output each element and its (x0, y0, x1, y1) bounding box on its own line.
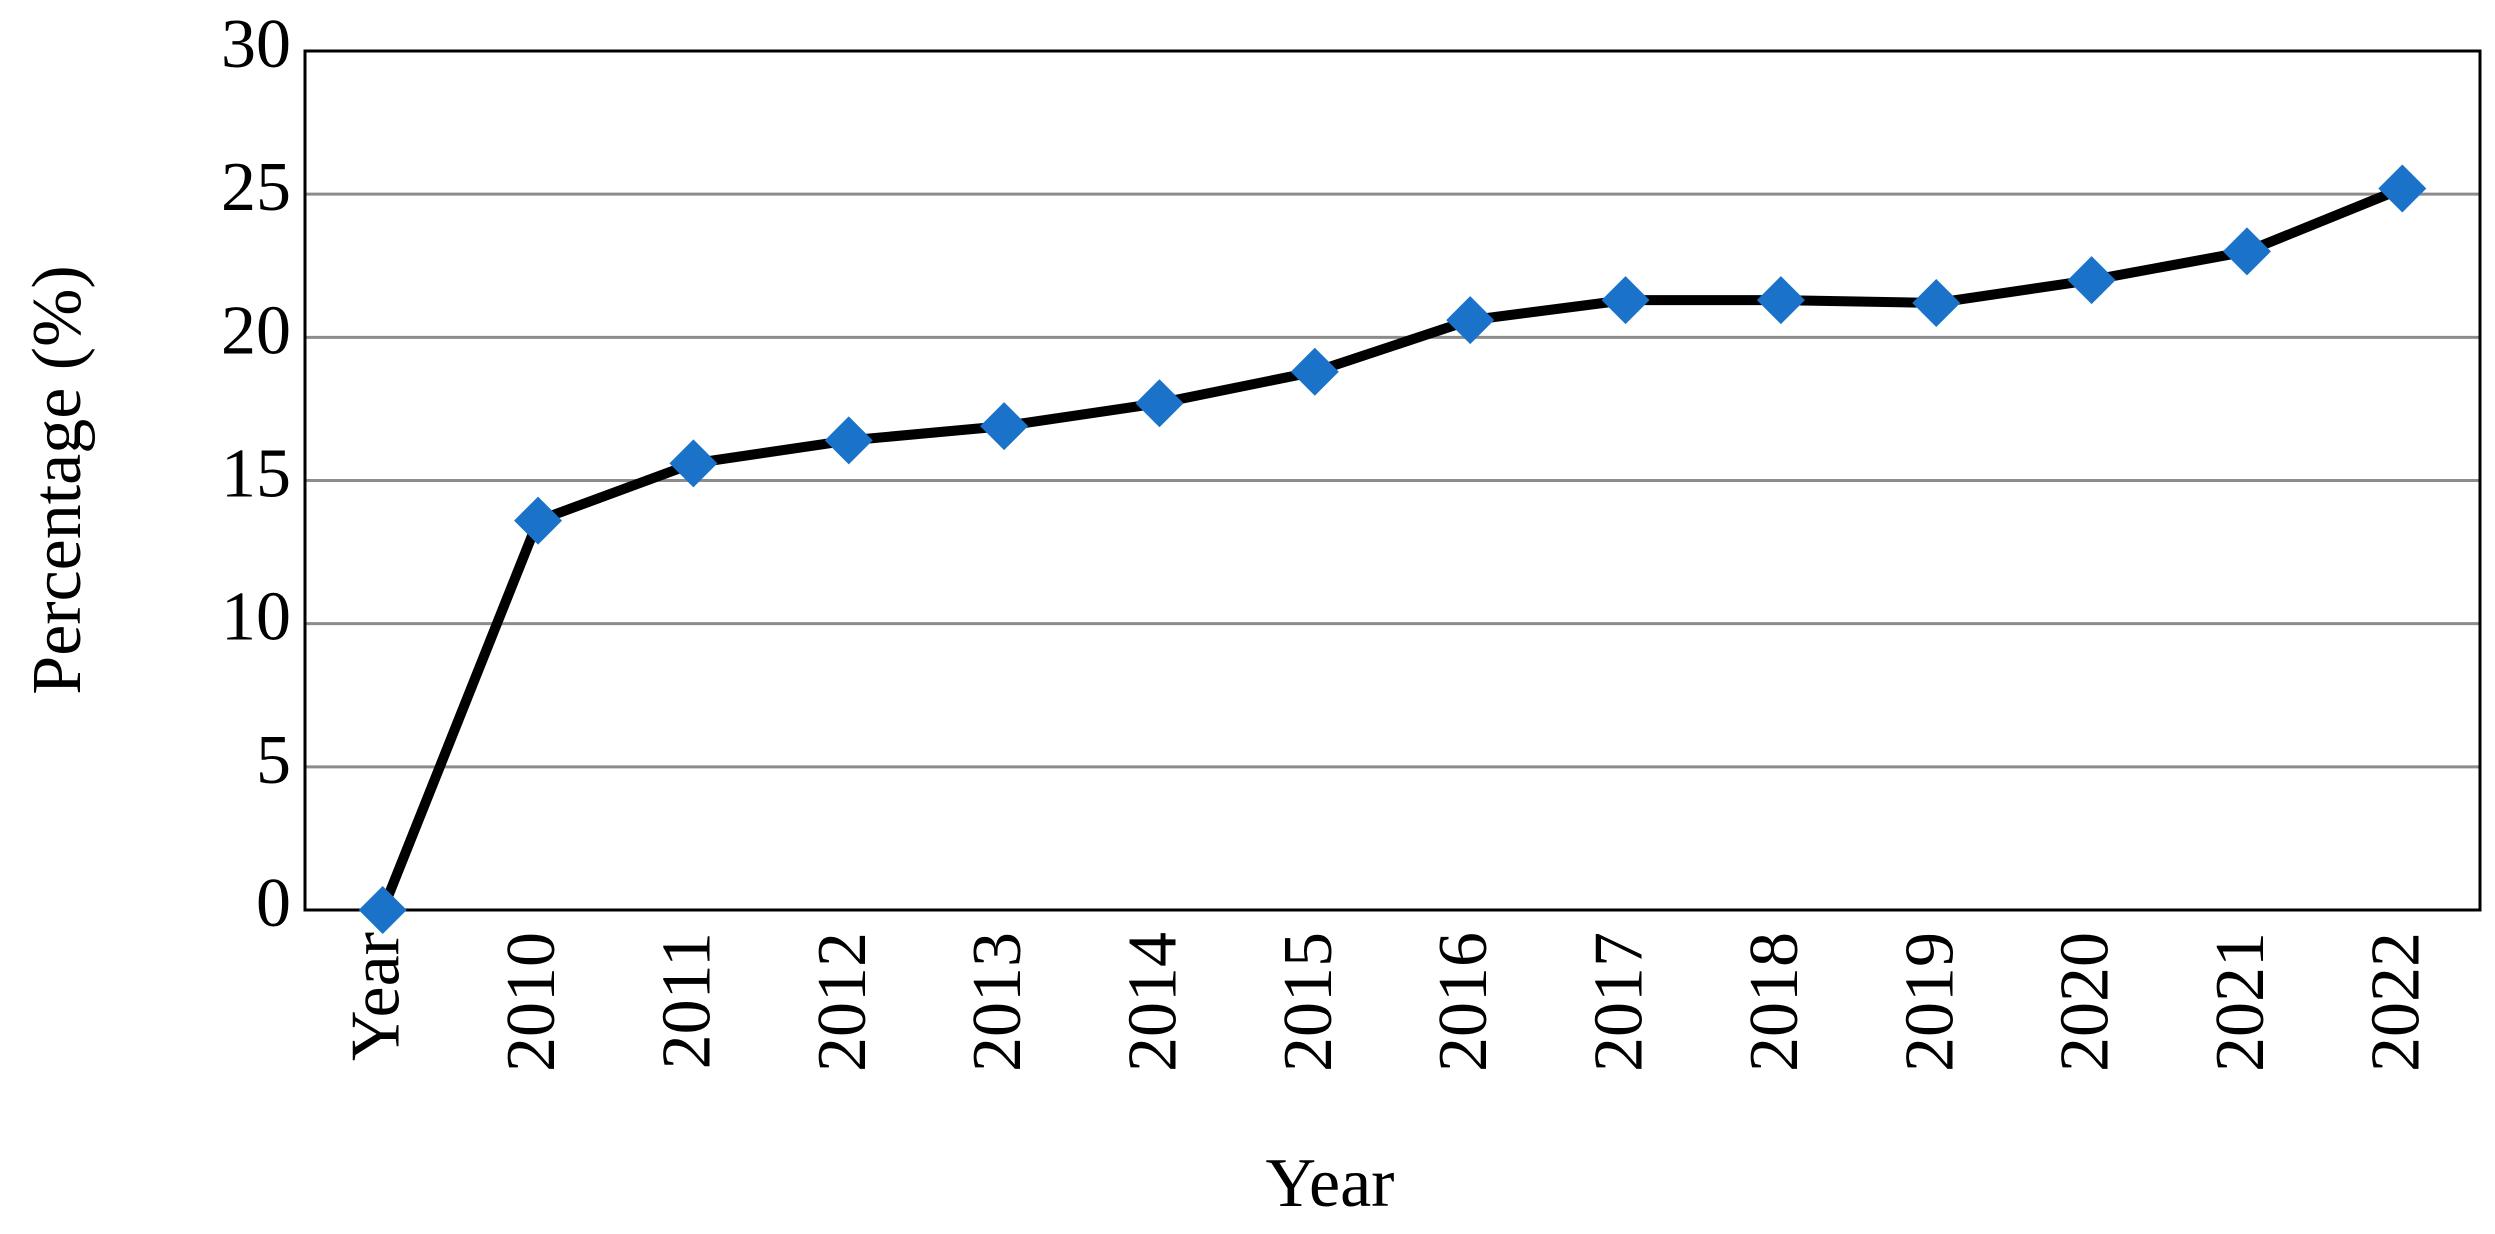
x-tick-label: 2022 (2357, 932, 2434, 1072)
marker (358, 886, 407, 934)
x-tick-label: 2016 (1425, 932, 1502, 1072)
marker (2378, 164, 2427, 213)
x-tick-label: 2021 (2202, 932, 2279, 1072)
marker (1446, 296, 1495, 345)
line (378, 183, 2405, 912)
y-tick-label: 15 (221, 436, 291, 513)
x-tick-label: 2010 (493, 932, 570, 1072)
marker (669, 439, 718, 488)
x-tick-label: 2011 (648, 932, 725, 1069)
x-tick-label: 2015 (1270, 932, 1347, 1072)
x-axis-title: Year (1266, 1145, 1395, 1222)
x-tick-label: 2013 (959, 932, 1036, 1072)
marker (1290, 347, 1339, 396)
marker (1756, 276, 1805, 325)
marker (1912, 278, 1961, 327)
x-tick-label: 2014 (1115, 932, 1192, 1072)
y-tick-label: 10 (221, 579, 291, 656)
x-tick-label: 2018 (1736, 932, 1813, 1072)
marker (980, 402, 1029, 451)
marker (1135, 379, 1184, 428)
y-axis-title: Percentage (%) (19, 265, 96, 694)
marker (824, 416, 873, 465)
marker (514, 496, 563, 545)
x-tick-label: 2019 (1891, 932, 1968, 1072)
y-tick-label: 5 (256, 722, 291, 799)
x-tick-label: Year (338, 932, 415, 1061)
plot-frame (303, 49, 2482, 912)
x-tick-label: 2017 (1581, 932, 1658, 1072)
y-tick-label: 30 (221, 6, 291, 83)
x-tick-label: 2012 (804, 932, 881, 1072)
y-tick-label: 0 (256, 865, 291, 942)
marker (2067, 256, 2116, 305)
marker (2222, 227, 2271, 276)
y-tick-label: 25 (221, 149, 291, 226)
marker (1601, 276, 1650, 325)
x-tick-label: 2020 (2047, 932, 2124, 1072)
y-tick-label: 20 (221, 292, 291, 369)
